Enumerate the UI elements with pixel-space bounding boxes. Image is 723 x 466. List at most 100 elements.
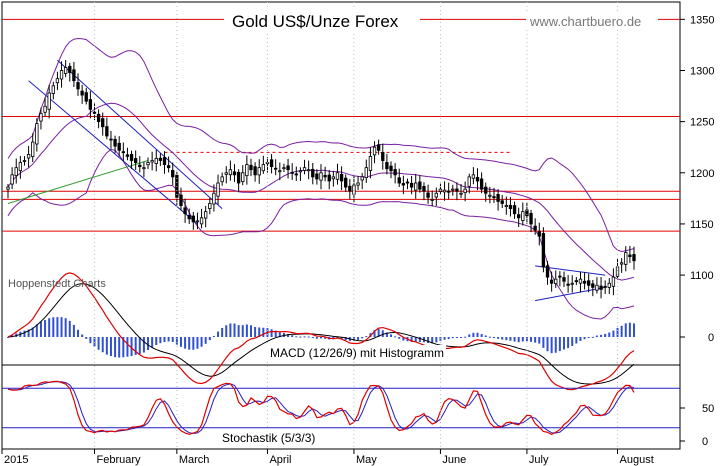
candle-body [162,157,167,166]
macd-histogram-bar [583,337,586,340]
candle-body [570,282,574,285]
price-axis-label: 1350 [690,14,714,26]
candle-body [492,196,496,199]
candle-body [261,164,266,172]
macd-signal-line [7,283,635,385]
candle-body [96,113,101,123]
candle-body [216,182,220,197]
candle-body [236,171,241,184]
macd-histogram-bar [418,337,421,343]
macd-histogram-bar [39,321,42,337]
candle-body [253,166,257,176]
triangle-upper-line [535,265,606,276]
macd-histogram-bar [571,337,574,346]
macd-histogram-bar [492,337,495,338]
macd-histogram-bar [427,337,430,343]
candle-body [508,204,513,209]
candle-body [562,277,566,282]
macd-histogram-bar [122,337,125,358]
candle-body [315,173,319,180]
macd-histogram-bar [200,337,203,347]
candle-body [302,167,307,171]
candle-body [426,192,430,198]
candle-body [628,254,632,258]
candle-body [533,225,537,231]
candle-body [179,194,183,206]
green-trend-line [7,160,149,204]
macd-histogram-bar [208,337,211,341]
macd-histogram-bar [147,337,150,351]
macd-histogram-bar [484,335,487,337]
macd-histogram-bar [44,320,47,337]
candle-body [88,99,93,110]
macd-histogram-bar [443,337,446,340]
candle-body [158,157,163,161]
macd-histogram-bar [546,337,549,352]
candle-body [360,176,364,181]
candle-body [220,176,224,183]
candle-body [401,183,406,186]
candle-body [574,280,579,283]
macd-histogram-bar [307,336,310,338]
candle-body [364,167,368,179]
macd-histogram-bar [31,327,34,337]
candle-body [290,171,294,174]
source-label: Hoppenstedt Charts [8,278,106,290]
macd-histogram-bar [480,334,483,337]
x-axis-label: 2015 [4,454,28,466]
macd-histogram-bar [591,336,594,338]
macd-histogram-bar [151,337,154,348]
macd-histogram-bar [179,337,182,347]
candle-body [121,151,125,154]
candle-body [76,82,80,90]
macd-histogram-bar [365,336,368,338]
macd-histogram-bar [245,324,248,337]
macd-histogram-bar [377,329,380,337]
candle-body [344,177,348,188]
macd-histogram-bar [52,317,55,337]
macd-histogram-bar [97,337,100,350]
candle-body [504,205,508,207]
candle-body [566,283,570,286]
candle-body [455,188,459,192]
macd-histogram-bar [171,337,174,342]
macd-histogram-bar [184,337,187,349]
macd-histogram-bar [464,336,467,338]
candle-body [599,285,603,290]
macd-histogram-bar [505,337,508,341]
macd-histogram-bar [48,318,51,337]
macd-histogram-bar [217,331,220,337]
candle-body [241,172,245,182]
macd-histogram-bar [608,332,611,337]
downtrend-channel-lower-line [28,80,198,225]
chart-title: Gold US$/Unze Forex [232,12,399,31]
candle-body [171,170,175,178]
candle-body [150,160,154,163]
candle-body [84,92,88,102]
chart-frame [1,1,681,450]
candle-body [142,167,146,170]
macd-histogram-bar [435,337,438,343]
candle-body [471,174,476,179]
candle-body [35,123,39,145]
price-axis-label: 1300 [690,65,714,77]
macd-histogram-bar [521,337,524,342]
candle-body [434,192,438,198]
macd-histogram-bar [212,335,215,337]
macd-histogram-bar [361,337,364,339]
price-panel [2,18,680,320]
macd-histogram-bar [320,337,322,339]
macd-histogram-bar [229,323,232,337]
x-axis-label: March [179,454,210,466]
macd-histogram-bar [155,337,158,345]
macd-histogram-bar [72,325,75,337]
macd-histogram-bar [324,337,327,339]
candle-body [146,162,150,166]
candle-body [113,138,117,147]
candle-body [80,90,84,96]
macd-label: MACD (12/26/9) mit Histogramm [270,346,444,360]
macd-histogram-bar [225,325,228,337]
macd-histogram-bar [138,337,141,354]
candle-body [500,200,504,204]
macd-histogram-bar [513,337,516,342]
